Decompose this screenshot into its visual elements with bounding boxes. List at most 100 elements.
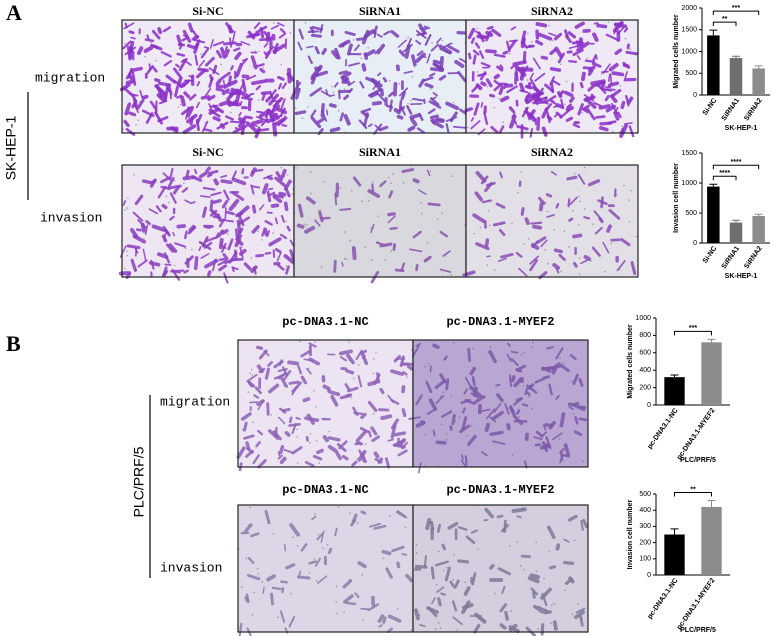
cell: [315, 557, 321, 567]
pore: [126, 86, 128, 89]
cell: [327, 436, 341, 442]
cell: [438, 74, 447, 81]
cell: [201, 206, 208, 218]
cell: [579, 81, 584, 89]
pore: [380, 183, 382, 185]
cell: [322, 384, 331, 391]
cell: [277, 454, 283, 460]
pore: [315, 406, 317, 408]
cell: [275, 171, 283, 182]
cell: [250, 184, 255, 195]
cell: [555, 103, 564, 109]
cell: [253, 266, 257, 275]
cell: [357, 375, 363, 388]
cell: [346, 393, 353, 397]
cell: [306, 413, 315, 425]
cell: [235, 237, 244, 246]
pore: [583, 208, 586, 210]
cell: [281, 407, 291, 413]
cell: [277, 368, 288, 373]
cell: [254, 168, 264, 173]
micrograph-bg: [466, 165, 638, 277]
cell: [130, 258, 137, 272]
cell: [522, 51, 527, 64]
cell: [194, 168, 198, 175]
cell: [367, 430, 372, 438]
pore: [535, 541, 537, 544]
cell: [499, 623, 507, 630]
cell: [423, 25, 431, 30]
cell: [308, 342, 317, 348]
cell: [176, 34, 182, 46]
cell: [136, 99, 145, 110]
cell: [129, 67, 133, 74]
cell: [548, 383, 553, 396]
cell: [284, 431, 291, 437]
cell: [613, 26, 618, 35]
pore: [309, 441, 311, 444]
cell: [216, 213, 222, 222]
cell: [289, 416, 293, 424]
cell: [204, 226, 211, 229]
cell: [496, 393, 504, 403]
cell: [172, 67, 183, 80]
cell: [200, 95, 211, 100]
cell: [352, 176, 362, 187]
pore: [336, 612, 339, 615]
pore: [308, 571, 311, 574]
cell: [542, 443, 550, 449]
pore: [434, 628, 437, 630]
cell: [267, 187, 274, 191]
cell: [546, 110, 551, 124]
pore: [348, 579, 351, 582]
cell: [236, 219, 242, 235]
pore: [604, 270, 606, 273]
pore: [560, 63, 562, 66]
row-label: migration: [35, 70, 105, 85]
cell: [367, 123, 373, 128]
pore: [317, 533, 320, 536]
pore: [256, 567, 259, 570]
cell: [426, 169, 431, 177]
pore: [486, 264, 488, 266]
cell: [133, 102, 139, 114]
cell: [606, 224, 612, 233]
pore: [551, 604, 553, 607]
pore: [361, 574, 364, 576]
cell: [373, 451, 380, 459]
cell: [251, 124, 258, 127]
pore: [436, 60, 438, 63]
cell: [470, 529, 478, 534]
pore: [441, 39, 444, 42]
pore: [421, 212, 423, 215]
pore: [200, 242, 203, 244]
cell: [338, 70, 349, 75]
pore: [518, 61, 521, 64]
cell: [295, 416, 301, 420]
cell: [137, 46, 144, 56]
cell: [574, 610, 586, 620]
cell: [217, 259, 228, 266]
error-bar: [670, 528, 679, 535]
cell: [125, 128, 136, 136]
pore: [262, 66, 265, 69]
cell: [267, 361, 273, 367]
pore: [530, 41, 533, 43]
cell: [536, 236, 547, 244]
pore: [441, 66, 444, 69]
cell: [223, 272, 229, 284]
cell: [401, 408, 407, 418]
cell: [215, 87, 225, 92]
pore: [406, 376, 408, 378]
cell: [338, 39, 351, 48]
pore: [351, 189, 353, 192]
micrograph: [290, 19, 472, 136]
cell: [459, 424, 471, 434]
cell: [221, 228, 229, 235]
cell: [218, 264, 228, 272]
cell: [286, 72, 295, 82]
cell: [186, 105, 195, 118]
cell: [180, 95, 186, 107]
cell: [453, 579, 460, 589]
cell: [334, 192, 338, 206]
